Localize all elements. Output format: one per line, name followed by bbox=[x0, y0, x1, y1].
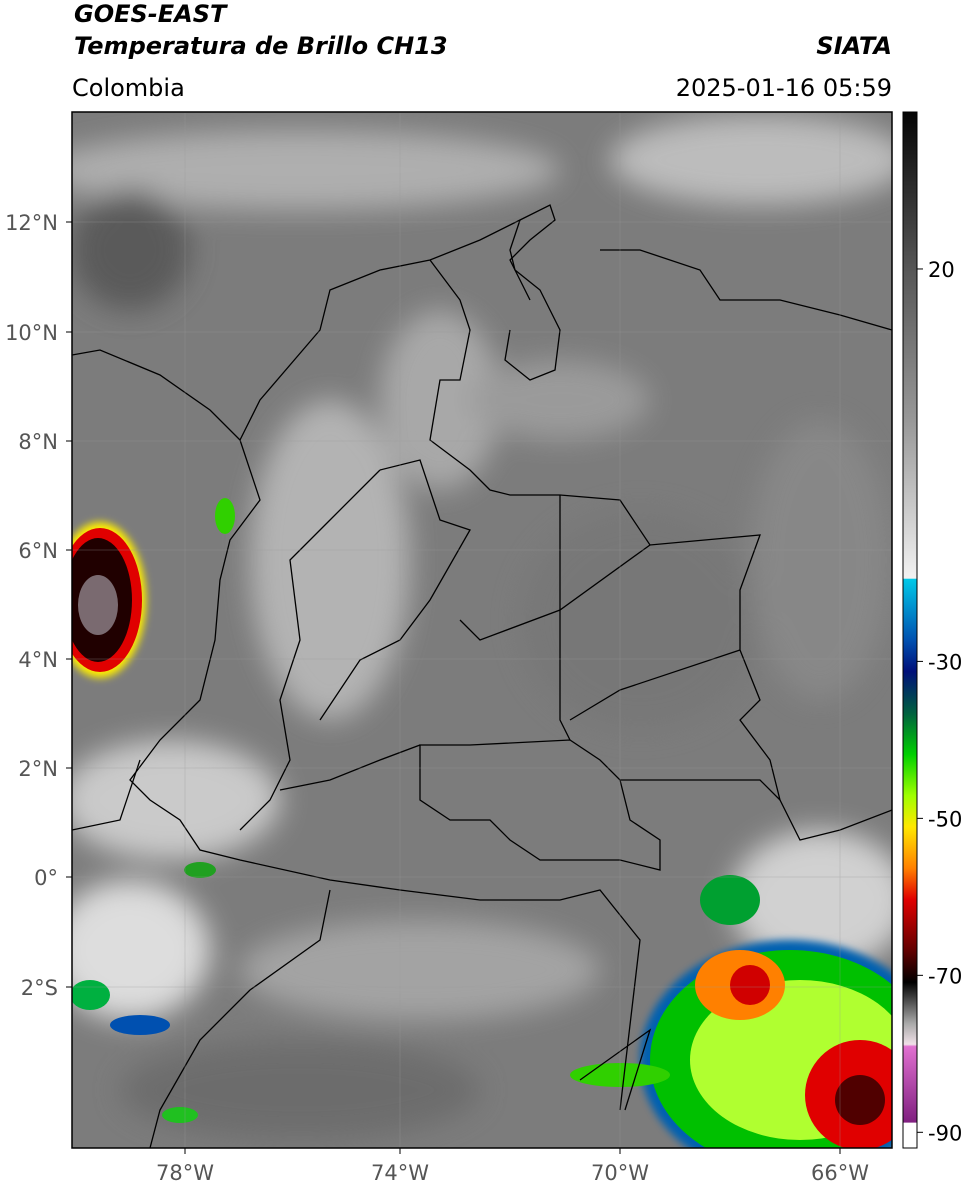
lat-tick-label: 6°N bbox=[18, 539, 58, 563]
lon-tick-label: 70°W bbox=[591, 1161, 649, 1185]
region: Colombia bbox=[72, 74, 185, 102]
colorbar-tick-label: -50 bbox=[928, 807, 962, 831]
map-frame bbox=[71, 111, 893, 1149]
lat-tick-label: 12°N bbox=[5, 211, 58, 235]
lat-tick-label: 10°N bbox=[5, 321, 58, 345]
source: SIATA bbox=[816, 32, 892, 60]
storm-southeast bbox=[570, 875, 892, 1148]
lat-tick-label: 2°S bbox=[21, 976, 58, 1000]
timestamp: 2025-01-16 05:59 bbox=[676, 74, 892, 102]
colorbar-tick-label: -30 bbox=[928, 650, 962, 674]
colorbar-tick-label: -90 bbox=[928, 1121, 962, 1145]
subtitle: Temperatura de Brillo CH13 bbox=[74, 32, 448, 60]
storm-west bbox=[72, 522, 146, 678]
lat-tick-label: 0° bbox=[34, 866, 58, 890]
lat-tick-label: 4°N bbox=[18, 648, 58, 672]
lon-tick-label: 78°W bbox=[156, 1161, 214, 1185]
satellite-image bbox=[72, 112, 892, 1148]
colorbar-tick-label: -70 bbox=[928, 964, 962, 988]
lat-tick-label: 2°N bbox=[18, 757, 58, 781]
colorbar-tick-label: 20 bbox=[928, 258, 955, 282]
lon-tick-label: 74°W bbox=[371, 1161, 429, 1185]
lon-tick-label: 66°W bbox=[811, 1161, 869, 1185]
title: GOES-EAST bbox=[74, 0, 228, 28]
colorbar bbox=[902, 111, 918, 1149]
lat-tick-label: 8°N bbox=[18, 430, 58, 454]
